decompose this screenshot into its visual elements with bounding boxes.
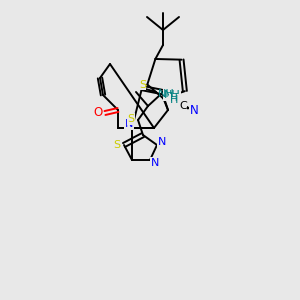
Text: O: O <box>93 106 103 119</box>
Text: N: N <box>158 137 166 147</box>
Text: N: N <box>190 104 198 118</box>
Text: C: C <box>179 101 187 111</box>
Text: NH: NH <box>164 90 181 100</box>
Text: S: S <box>113 140 121 150</box>
Text: H: H <box>170 93 178 103</box>
Text: NH: NH <box>158 89 175 99</box>
Text: N: N <box>125 119 133 129</box>
Text: N: N <box>151 158 159 168</box>
Text: S: S <box>128 114 135 124</box>
Text: S: S <box>139 80 146 89</box>
Text: H: H <box>170 95 178 105</box>
